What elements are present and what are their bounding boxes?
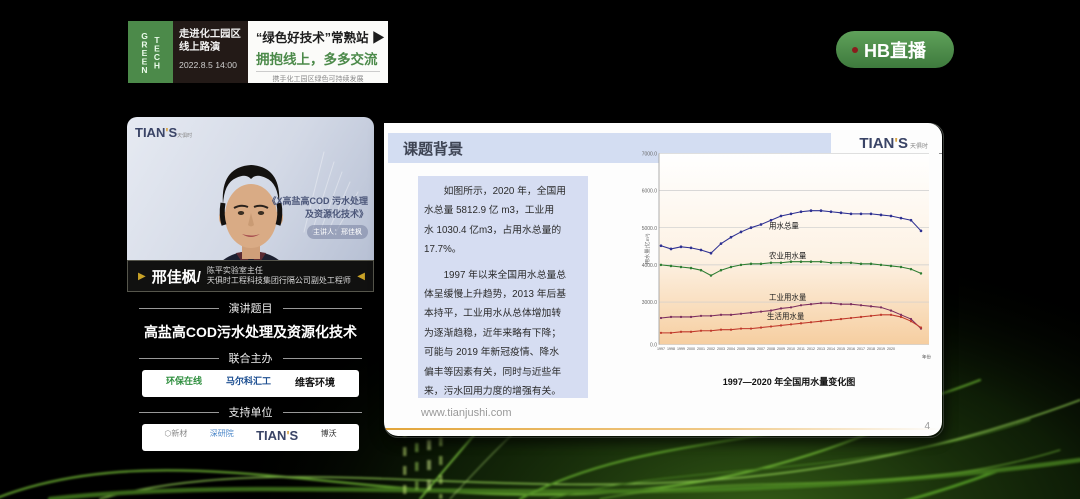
svg-text:2010: 2010 — [787, 347, 795, 351]
svg-text:2008: 2008 — [767, 347, 775, 351]
svg-text:2017: 2017 — [857, 347, 865, 351]
svg-text:2004: 2004 — [727, 347, 735, 351]
svg-text:2019: 2019 — [877, 347, 885, 351]
svg-text:2003: 2003 — [717, 347, 725, 351]
svg-text:2011: 2011 — [797, 347, 805, 351]
svg-text:2018: 2018 — [867, 347, 875, 351]
svg-text:2006: 2006 — [747, 347, 755, 351]
svg-text:3000.0: 3000.0 — [642, 300, 657, 306]
svg-text:工业用水量: 工业用水量 — [769, 292, 807, 302]
svg-text:2020: 2020 — [887, 347, 895, 351]
svg-text:1999: 1999 — [677, 347, 685, 351]
svg-text:1998: 1998 — [667, 347, 675, 351]
svg-text:2014: 2014 — [827, 347, 835, 351]
svg-text:5000.0: 5000.0 — [642, 226, 657, 232]
svg-text:2002: 2002 — [707, 347, 715, 351]
svg-text:2016: 2016 — [847, 347, 855, 351]
svg-text:2000: 2000 — [687, 347, 695, 351]
svg-text:用水量(亿m³): 用水量(亿m³) — [643, 233, 651, 264]
svg-text:1997: 1997 — [657, 347, 665, 351]
svg-text:2007: 2007 — [757, 347, 765, 351]
svg-text:2005: 2005 — [737, 347, 745, 351]
svg-text:2015: 2015 — [837, 347, 845, 351]
svg-text:7000.0: 7000.0 — [642, 151, 657, 157]
svg-text:年份: 年份 — [922, 353, 931, 360]
svg-text:2012: 2012 — [807, 347, 815, 351]
svg-text:1997—2020 年全国用水量变化图: 1997—2020 年全国用水量变化图 — [723, 376, 856, 387]
svg-text:2013: 2013 — [817, 347, 825, 351]
svg-text:6000.0: 6000.0 — [642, 189, 657, 195]
svg-text:生活用水量: 生活用水量 — [767, 311, 805, 321]
svg-text:2001: 2001 — [697, 347, 705, 351]
svg-text:用水总量: 用水总量 — [769, 221, 799, 231]
svg-text:2009: 2009 — [777, 347, 785, 351]
svg-text:农业用水量: 农业用水量 — [769, 250, 807, 260]
